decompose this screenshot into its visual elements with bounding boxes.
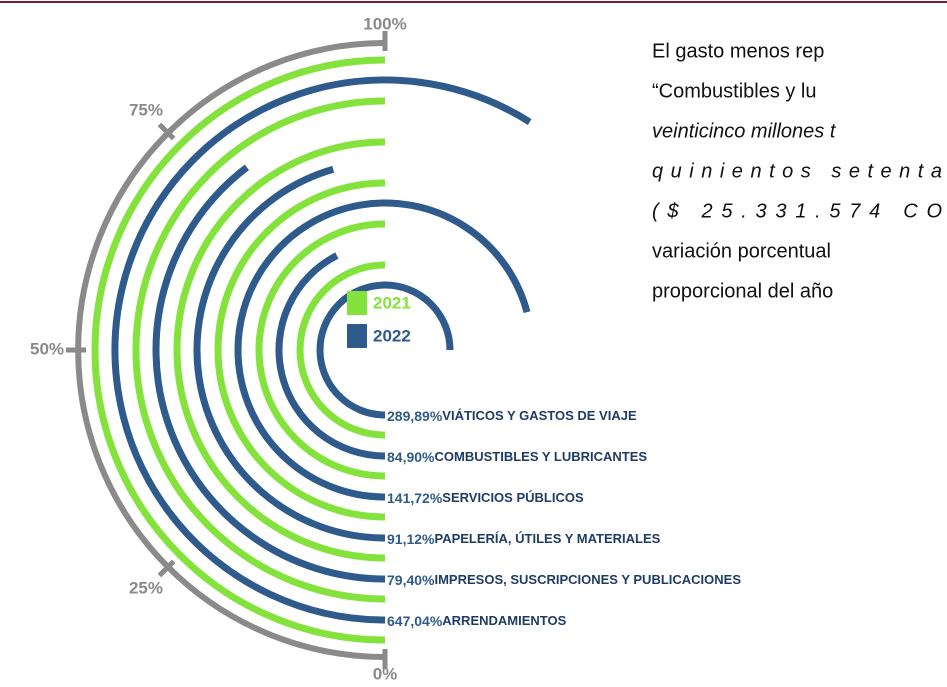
category-name: VIÁTICOS Y GASTOS DE VIAJE [442,408,637,423]
variation-label: 647,04% [387,613,443,629]
axis-tick-label: 50% [30,339,64,358]
axis-arc [75,40,386,660]
category-name: ARRENDAMIENTOS [442,613,566,628]
text-line: ($ 25.331.574 CO [652,200,942,222]
axis-tick-label: 25% [129,578,163,597]
radial-bar [234,199,531,501]
radial-bar [296,261,386,439]
radial-bar [173,138,386,562]
radial-bar [193,165,386,542]
category-label: 289,89%VIÁTICOS Y GASTOS DE VIAJE [387,408,637,424]
category-name: PAPELERÍA, ÚTILES Y MATERIALES [434,531,660,546]
category-name: IMPRESOS, SUSCRIPCIONES Y PUBLICACIONES [434,572,741,587]
legend-label: 2021 [373,293,411,312]
category-name: SERVICIOS PÚBLICOS [442,490,584,505]
radial-bar [214,179,386,521]
category-label: 84,90%COMBUSTIBLES Y LUBRICANTES [387,449,647,465]
variation-label: 141,72% [387,490,443,506]
text-line: El gasto menos rep [652,40,824,62]
radial-bar [255,220,386,480]
radial-bar [275,252,386,460]
radial-bar [152,164,386,583]
category-label: 79,40%IMPRESOS, SUSCRIPCIONES Y PUBLICAC… [387,572,741,588]
legend-swatch [347,324,367,348]
variation-label: 289,89% [387,408,443,424]
text-line: veinticinco millones t [652,120,837,142]
radial-bar [111,76,532,624]
text-line: quinientos setenta [652,160,942,182]
paragraph: El gasto menos rep “Combustibles y lu ve… [652,40,942,302]
category-name: COMBUSTIBLES Y LUBRICANTES [434,449,647,464]
text-line: “Combustibles y lu [652,80,817,102]
legend-swatch [347,291,367,315]
axis-tick-label: 0% [373,664,398,683]
legend-label: 2022 [373,326,411,345]
radial-bar [132,97,386,603]
variation-label: 79,40% [387,572,435,588]
axis-tick [157,122,176,141]
text-line: proporcional del año [652,280,833,302]
variation-label: 84,90% [387,449,435,465]
variation-label: 91,12% [387,531,435,547]
axis-tick-label: 100% [363,14,406,33]
radial-bar [316,281,454,419]
category-label: 91,12%PAPELERÍA, ÚTILES Y MATERIALES [387,531,661,547]
text-line: variación porcentual [652,240,831,262]
category-label: 141,72%SERVICIOS PÚBLICOS [387,490,584,506]
category-label: 647,04%ARRENDAMIENTOS [387,613,567,629]
axis-tick [157,559,176,578]
axis-tick-label: 75% [129,100,163,119]
radial-bar [91,56,386,644]
